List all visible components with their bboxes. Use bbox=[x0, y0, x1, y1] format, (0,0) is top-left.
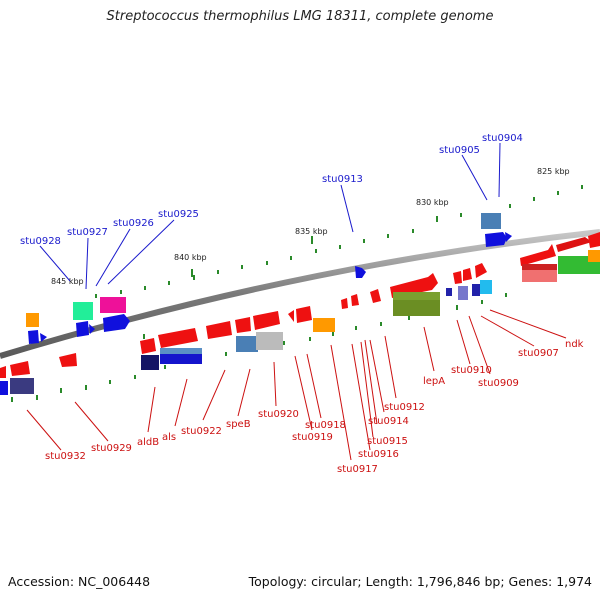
genome-backbone bbox=[0, 229, 600, 359]
gene-arrow bbox=[235, 317, 251, 333]
gene-arrow bbox=[588, 232, 600, 248]
gene-block bbox=[236, 336, 258, 352]
gene-label-stu0917: stu0917 bbox=[337, 464, 378, 475]
gene-label-stu0904: stu0904 bbox=[482, 133, 523, 144]
gene-label-ndk: ndk bbox=[565, 339, 584, 350]
top-labels: stu0904 stu0905 stu0913 stu0925 stu0926 … bbox=[20, 133, 523, 247]
gene-block bbox=[100, 297, 126, 313]
gene-arrow bbox=[390, 273, 438, 298]
accession-text: Accession: NC_006448 bbox=[8, 574, 151, 589]
gene-block bbox=[393, 292, 440, 300]
gene-label-stu0909: stu0909 bbox=[478, 378, 519, 389]
bottom-leader-lines bbox=[26, 309, 567, 461]
gene-arrow bbox=[355, 266, 366, 278]
gene-arrow bbox=[288, 310, 294, 322]
bottom-labels: ndk stu0907 stu0909 stu0910 lepA stu0912… bbox=[45, 339, 584, 475]
gene-block bbox=[313, 318, 335, 332]
gene-block bbox=[481, 213, 501, 229]
gene-label-stu0920: stu0920 bbox=[258, 409, 299, 420]
gene-arrow bbox=[103, 314, 130, 332]
gene-label-als: als bbox=[162, 432, 176, 443]
gene-block bbox=[522, 264, 557, 270]
gene-block bbox=[446, 288, 452, 296]
scale-label-830: 830 kbp bbox=[416, 198, 449, 207]
gene-block bbox=[458, 286, 468, 300]
gene-label-stu0910: stu0910 bbox=[451, 365, 492, 376]
gene-label-stu0922: stu0922 bbox=[181, 426, 222, 437]
map-title: Streptococcus thermophilus LMG 18311, co… bbox=[106, 9, 494, 24]
scale-label-845: 845 kbp bbox=[51, 277, 84, 286]
gene-block bbox=[73, 302, 93, 320]
gene-arrow bbox=[40, 333, 47, 342]
gene-arrow bbox=[158, 328, 198, 348]
genome-summary-text: Topology: circular; Length: 1,796,846 bp… bbox=[248, 574, 592, 589]
gene-arrow bbox=[253, 311, 280, 330]
gene-label-stu0926: stu0926 bbox=[113, 218, 154, 229]
scale-labels: 825 kbp 830 kbp 835 kbp 840 kbp 845 kbp bbox=[51, 167, 570, 286]
gene-label-stu0907: stu0907 bbox=[518, 348, 559, 359]
gene-arrow bbox=[505, 232, 512, 242]
gene-block bbox=[256, 332, 283, 350]
gene-arrow bbox=[556, 237, 592, 252]
gene-label-aldB: aldB bbox=[137, 437, 159, 448]
gene-block bbox=[472, 284, 480, 296]
gene-block bbox=[141, 355, 159, 370]
scale-label-840: 840 kbp bbox=[174, 253, 207, 262]
gene-arrow bbox=[351, 294, 359, 306]
gene-label-stu0932: stu0932 bbox=[45, 451, 86, 462]
gene-arrow bbox=[453, 271, 462, 284]
gene-block bbox=[480, 280, 492, 294]
gene-label-stu0919: stu0919 bbox=[292, 432, 333, 443]
gene-arrow bbox=[89, 324, 95, 334]
gene-features[interactable] bbox=[0, 213, 600, 395]
gene-arrow bbox=[341, 298, 348, 309]
gene-arrow bbox=[140, 338, 156, 354]
gene-label-stu0925: stu0925 bbox=[158, 209, 199, 220]
gene-label-lepA: lepA bbox=[423, 376, 445, 387]
gene-label-stu0913: stu0913 bbox=[322, 174, 363, 185]
gene-label-stu0928: stu0928 bbox=[20, 236, 61, 247]
gene-label-stu0927: stu0927 bbox=[67, 227, 108, 238]
scale-label-835: 835 kbp bbox=[295, 227, 328, 236]
gene-label-stu0905: stu0905 bbox=[439, 145, 480, 156]
gene-label-stu0918: stu0918 bbox=[305, 420, 346, 431]
gene-arrow bbox=[520, 244, 556, 266]
gene-label-stu0914: stu0914 bbox=[368, 416, 409, 427]
gene-arrow bbox=[206, 321, 232, 339]
top-leader-lines bbox=[39, 142, 501, 290]
gene-label-stu0915: stu0915 bbox=[367, 436, 408, 447]
gene-arrow bbox=[475, 263, 487, 278]
gene-arrow bbox=[76, 321, 89, 337]
gene-block bbox=[0, 381, 8, 395]
gene-label-speB: speB bbox=[226, 419, 251, 430]
gene-arrow bbox=[463, 268, 472, 281]
gene-arrow bbox=[28, 330, 39, 344]
gene-label-stu0916: stu0916 bbox=[358, 449, 399, 460]
gene-arrow bbox=[10, 361, 30, 376]
gene-arrow bbox=[370, 289, 381, 303]
gene-block bbox=[26, 313, 39, 327]
gene-arrow bbox=[59, 353, 77, 367]
gene-arrow bbox=[485, 232, 507, 247]
scale-label-825: 825 kbp bbox=[537, 167, 570, 176]
gene-block bbox=[10, 378, 34, 394]
gene-arrow bbox=[0, 366, 6, 378]
gene-arrow bbox=[296, 306, 312, 323]
gene-label-stu0929: stu0929 bbox=[91, 443, 132, 454]
gene-block bbox=[160, 348, 202, 354]
gene-label-stu0912: stu0912 bbox=[384, 402, 425, 413]
gene-block bbox=[588, 250, 600, 262]
